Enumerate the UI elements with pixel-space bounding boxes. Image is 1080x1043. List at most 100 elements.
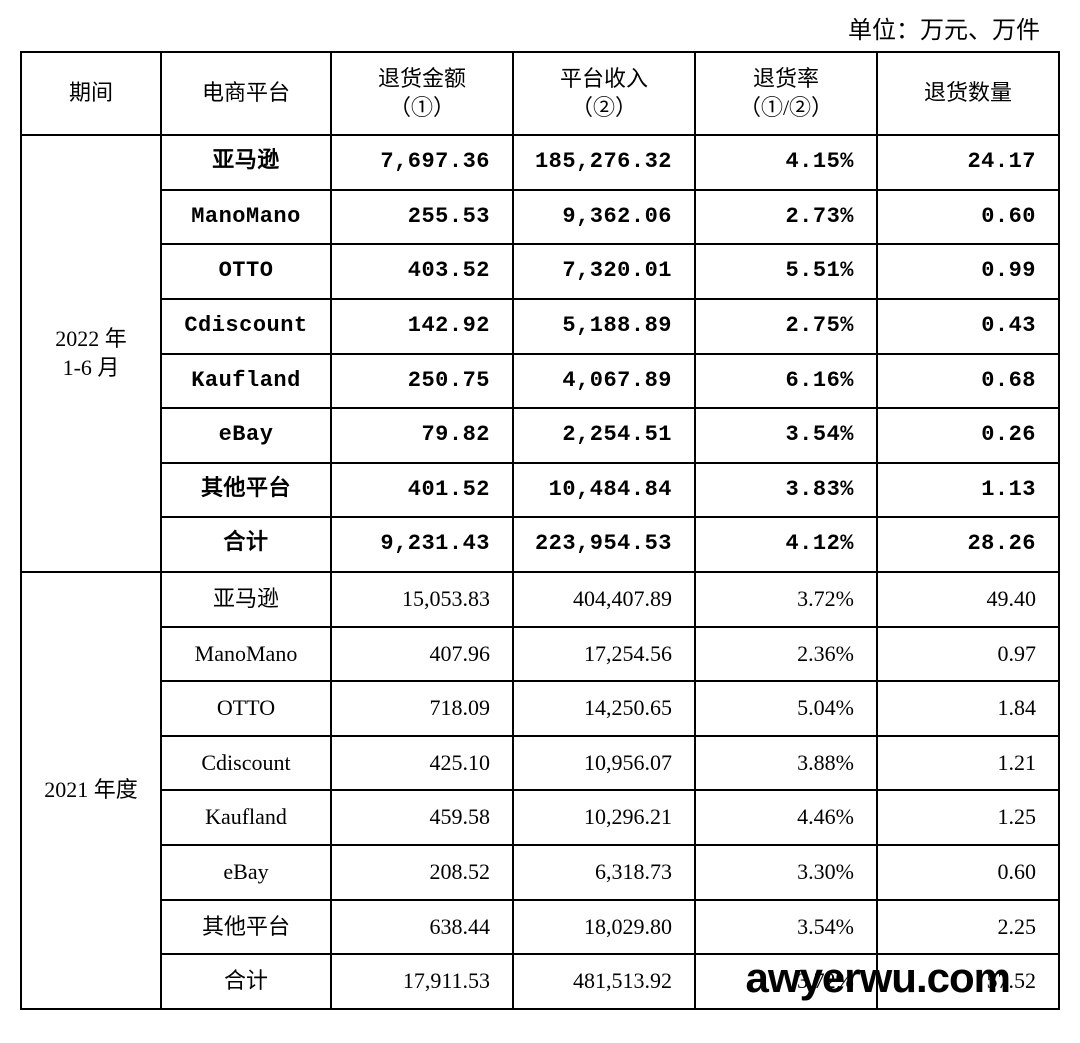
return_qty-cell: 49.40 bbox=[877, 572, 1059, 627]
return_qty-cell: 0.60 bbox=[877, 845, 1059, 900]
col-platform: 电商平台 bbox=[161, 52, 331, 135]
return_qty-cell: 57.52 bbox=[877, 954, 1059, 1009]
return_amount-cell: 425.10 bbox=[331, 736, 513, 791]
return_rate-cell: 4.12% bbox=[695, 517, 877, 572]
col-platform-income: 平台收入（②） bbox=[513, 52, 695, 135]
table-row: Cdiscount142.925,188.892.75%0.43 bbox=[21, 299, 1059, 354]
return_qty-cell: 0.43 bbox=[877, 299, 1059, 354]
return_rate-cell: 3.88% bbox=[695, 736, 877, 791]
return_amount-cell: 638.44 bbox=[331, 900, 513, 955]
period-cell: 2021 年度 bbox=[21, 572, 161, 1009]
period-cell: 2022 年1-6 月 bbox=[21, 135, 161, 572]
return_rate-cell: 5.04% bbox=[695, 681, 877, 736]
platform_income-cell: 9,362.06 bbox=[513, 190, 695, 245]
return_qty-cell: 0.26 bbox=[877, 408, 1059, 463]
platform-cell: OTTO bbox=[161, 244, 331, 299]
platform-cell: Cdiscount bbox=[161, 736, 331, 791]
table-row: 其他平台401.5210,484.843.83%1.13 bbox=[21, 463, 1059, 518]
return_rate-cell: 2.36% bbox=[695, 627, 877, 682]
return_rate-cell: 2.73% bbox=[695, 190, 877, 245]
table-row: OTTO718.0914,250.655.04%1.84 bbox=[21, 681, 1059, 736]
return_qty-cell: 1.21 bbox=[877, 736, 1059, 791]
return_qty-cell: 0.97 bbox=[877, 627, 1059, 682]
return_qty-cell: 2.25 bbox=[877, 900, 1059, 955]
return_amount-cell: 7,697.36 bbox=[331, 135, 513, 190]
platform_income-cell: 10,296.21 bbox=[513, 790, 695, 845]
return_rate-cell: 3.30% bbox=[695, 845, 877, 900]
platform-cell: eBay bbox=[161, 845, 331, 900]
platform-cell: eBay bbox=[161, 408, 331, 463]
table-row: eBay208.526,318.733.30%0.60 bbox=[21, 845, 1059, 900]
return_qty-cell: 0.60 bbox=[877, 190, 1059, 245]
return_qty-cell: 1.25 bbox=[877, 790, 1059, 845]
return_amount-cell: 250.75 bbox=[331, 354, 513, 409]
table-row: 2022 年1-6 月亚马逊7,697.36185,276.324.15%24.… bbox=[21, 135, 1059, 190]
table-row: Cdiscount425.1010,956.073.88%1.21 bbox=[21, 736, 1059, 791]
platform-cell: OTTO bbox=[161, 681, 331, 736]
platform-cell: Cdiscount bbox=[161, 299, 331, 354]
return_amount-cell: 718.09 bbox=[331, 681, 513, 736]
col-return-qty: 退货数量 bbox=[877, 52, 1059, 135]
platform_income-cell: 185,276.32 bbox=[513, 135, 695, 190]
platform_income-cell: 18,029.80 bbox=[513, 900, 695, 955]
table-row: 合计9,231.43223,954.534.12%28.26 bbox=[21, 517, 1059, 572]
platform-cell: 亚马逊 bbox=[161, 572, 331, 627]
return_amount-cell: 15,053.83 bbox=[331, 572, 513, 627]
unit-label: 单位：万元、万件 bbox=[20, 10, 1060, 51]
platform-cell: 其他平台 bbox=[161, 900, 331, 955]
return_rate-cell: 2.75% bbox=[695, 299, 877, 354]
returns-table: 期间 电商平台 退货金额（①） 平台收入（②） 退货率（①/②） 退货数量 20… bbox=[20, 51, 1060, 1010]
platform-cell: 其他平台 bbox=[161, 463, 331, 518]
return_rate-cell: 5.51% bbox=[695, 244, 877, 299]
return_qty-cell: 1.13 bbox=[877, 463, 1059, 518]
return_amount-cell: 79.82 bbox=[331, 408, 513, 463]
table-row: OTTO403.527,320.015.51%0.99 bbox=[21, 244, 1059, 299]
table-row: Kaufland250.754,067.896.16%0.68 bbox=[21, 354, 1059, 409]
return_amount-cell: 459.58 bbox=[331, 790, 513, 845]
platform_income-cell: 6,318.73 bbox=[513, 845, 695, 900]
return_amount-cell: 9,231.43 bbox=[331, 517, 513, 572]
col-period: 期间 bbox=[21, 52, 161, 135]
return_amount-cell: 403.52 bbox=[331, 244, 513, 299]
return_qty-cell: 24.17 bbox=[877, 135, 1059, 190]
platform_income-cell: 10,484.84 bbox=[513, 463, 695, 518]
return_qty-cell: 0.68 bbox=[877, 354, 1059, 409]
return_rate-cell: 3.72% bbox=[695, 572, 877, 627]
table-row: eBay79.822,254.513.54%0.26 bbox=[21, 408, 1059, 463]
platform-cell: 亚马逊 bbox=[161, 135, 331, 190]
return_rate-cell: 3.54% bbox=[695, 408, 877, 463]
col-return-amount: 退货金额（①） bbox=[331, 52, 513, 135]
platform_income-cell: 223,954.53 bbox=[513, 517, 695, 572]
platform_income-cell: 481,513.92 bbox=[513, 954, 695, 1009]
platform-cell: 合计 bbox=[161, 954, 331, 1009]
table-row: 合计17,911.53481,513.923.72%57.52 bbox=[21, 954, 1059, 1009]
return_amount-cell: 208.52 bbox=[331, 845, 513, 900]
return_amount-cell: 142.92 bbox=[331, 299, 513, 354]
platform-cell: Kaufland bbox=[161, 790, 331, 845]
table-row: 其他平台638.4418,029.803.54%2.25 bbox=[21, 900, 1059, 955]
return_rate-cell: 3.72% bbox=[695, 954, 877, 1009]
return_amount-cell: 401.52 bbox=[331, 463, 513, 518]
return_rate-cell: 6.16% bbox=[695, 354, 877, 409]
return_rate-cell: 3.83% bbox=[695, 463, 877, 518]
table-header-row: 期间 电商平台 退货金额（①） 平台收入（②） 退货率（①/②） 退货数量 bbox=[21, 52, 1059, 135]
table-row: ManoMano407.9617,254.562.36%0.97 bbox=[21, 627, 1059, 682]
platform_income-cell: 14,250.65 bbox=[513, 681, 695, 736]
platform_income-cell: 5,188.89 bbox=[513, 299, 695, 354]
platform_income-cell: 7,320.01 bbox=[513, 244, 695, 299]
platform-cell: 合计 bbox=[161, 517, 331, 572]
return_rate-cell: 4.15% bbox=[695, 135, 877, 190]
table-row: 2021 年度亚马逊15,053.83404,407.893.72%49.40 bbox=[21, 572, 1059, 627]
platform_income-cell: 4,067.89 bbox=[513, 354, 695, 409]
table-row: ManoMano255.539,362.062.73%0.60 bbox=[21, 190, 1059, 245]
platform_income-cell: 17,254.56 bbox=[513, 627, 695, 682]
platform-cell: Kaufland bbox=[161, 354, 331, 409]
return_qty-cell: 28.26 bbox=[877, 517, 1059, 572]
platform_income-cell: 2,254.51 bbox=[513, 408, 695, 463]
platform-cell: ManoMano bbox=[161, 627, 331, 682]
platform-cell: ManoMano bbox=[161, 190, 331, 245]
return_amount-cell: 17,911.53 bbox=[331, 954, 513, 1009]
return_qty-cell: 0.99 bbox=[877, 244, 1059, 299]
return_amount-cell: 407.96 bbox=[331, 627, 513, 682]
platform_income-cell: 10,956.07 bbox=[513, 736, 695, 791]
